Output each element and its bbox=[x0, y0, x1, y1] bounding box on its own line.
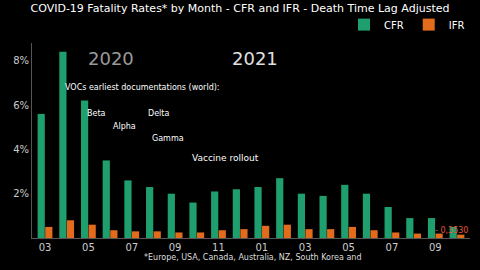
svg-text:8%: 8% bbox=[13, 55, 29, 66]
svg-text:03: 03 bbox=[299, 242, 312, 253]
svg-text:09: 09 bbox=[169, 242, 182, 253]
svg-text:05: 05 bbox=[82, 242, 95, 253]
svg-text:Beta: Beta bbox=[87, 109, 106, 118]
svg-text:IFR: IFR bbox=[449, 20, 465, 31]
svg-text:6%: 6% bbox=[13, 100, 29, 111]
svg-text:07: 07 bbox=[386, 242, 399, 253]
svg-text:- 0,3530: - 0,3530 bbox=[435, 226, 468, 235]
svg-text:CFR: CFR bbox=[384, 20, 404, 31]
svg-text:COVID-19 Fatality Rates* by Mo: COVID-19 Fatality Rates* by Month - CFR … bbox=[31, 2, 450, 15]
svg-text:Vaccine rollout: Vaccine rollout bbox=[192, 153, 259, 163]
svg-text:2021: 2021 bbox=[232, 48, 278, 69]
svg-text:*Europe, USA, Canada, Australi: *Europe, USA, Canada, Australia, NZ, Sou… bbox=[144, 253, 361, 262]
svg-text:2020: 2020 bbox=[88, 48, 134, 69]
svg-text:09: 09 bbox=[429, 242, 442, 253]
svg-text:VOCs earliest documentations (: VOCs earliest documentations (world): bbox=[65, 83, 220, 92]
svg-text:4%: 4% bbox=[13, 144, 29, 155]
svg-text:Delta: Delta bbox=[148, 109, 169, 118]
svg-text:2%: 2% bbox=[13, 188, 29, 199]
svg-text:07: 07 bbox=[125, 242, 138, 253]
svg-text:Gamma: Gamma bbox=[152, 134, 184, 143]
svg-text:Alpha: Alpha bbox=[113, 122, 136, 131]
svg-text:01: 01 bbox=[255, 242, 268, 253]
svg-text:11: 11 bbox=[212, 242, 225, 253]
svg-text:03: 03 bbox=[39, 242, 52, 253]
svg-text:05: 05 bbox=[342, 242, 355, 253]
